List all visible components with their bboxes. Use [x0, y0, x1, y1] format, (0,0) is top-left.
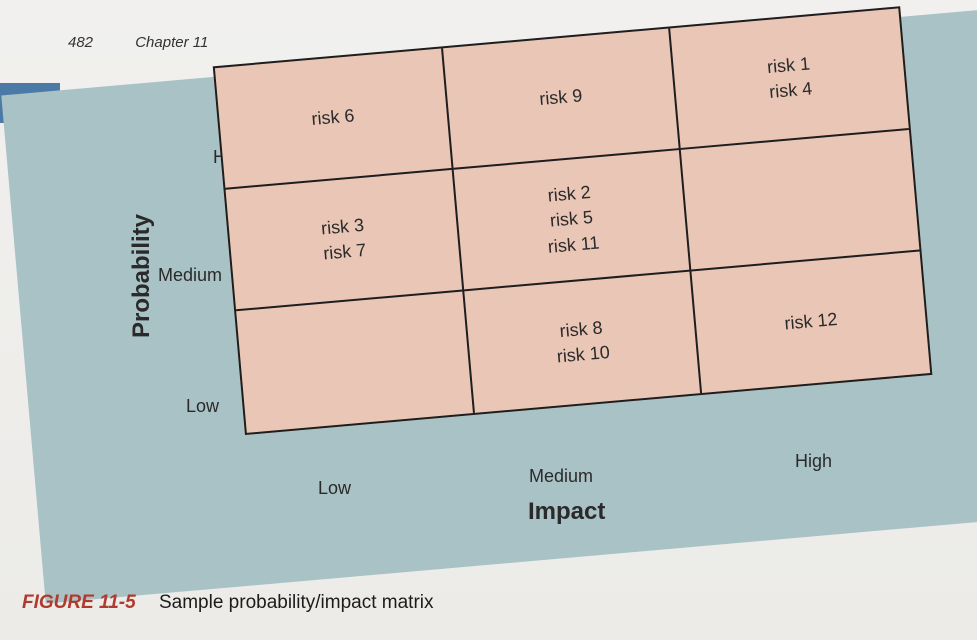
risk-label: risk 4	[768, 78, 813, 102]
matrix-cell	[681, 129, 920, 272]
figure-caption: FIGURE 11-5 Sample probability/impact ma…	[22, 592, 434, 614]
x-axis-title: Impact	[528, 498, 606, 525]
risk-label: risk 6	[310, 105, 356, 130]
matrix-cell: risk 1 risk 4	[670, 8, 909, 150]
y-level-medium: Medium	[158, 265, 223, 285]
matrix-cell: risk 12	[692, 252, 930, 393]
y-axis-title: Probability	[128, 213, 156, 339]
x-level-high: High	[795, 451, 833, 471]
matrix-cell: risk 9	[442, 28, 682, 170]
matrix-cell: risk 6	[214, 48, 454, 190]
risk-label: risk 10	[555, 341, 611, 367]
caption-text: Sample probability/impact matrix	[158, 592, 434, 613]
matrix-cell	[236, 291, 475, 433]
chapter-title: Chapter 11	[135, 34, 209, 51]
risk-label: risk 11	[546, 232, 601, 257]
cell-risk-list: risk 3 risk 7	[320, 213, 367, 267]
risk-label: risk 3	[320, 214, 365, 239]
risk-label: risk 1	[766, 53, 811, 77]
cell-risk-list: risk 6	[311, 104, 356, 133]
cell-risk-list: risk 8 risk 10	[554, 315, 611, 370]
page-header: 482 Chapter 11	[68, 34, 208, 51]
risk-label: risk 7	[322, 239, 368, 264]
probability-impact-matrix: risk 6 risk 9 risk 1 risk 4 risk 3 risk 7 risk…	[212, 6, 933, 435]
risk-label: risk 12	[783, 309, 839, 334]
x-level-medium: Medium	[529, 466, 594, 486]
matrix-cell: risk 2 risk 5 risk 11	[453, 149, 692, 292]
matrix-grid: risk 6 risk 9 risk 1 risk 4 risk 3 risk 7 risk…	[212, 6, 933, 435]
matrix-cell: risk 8 risk 10	[463, 271, 703, 413]
cell-risk-list: risk 12	[783, 307, 839, 337]
figure-label: FIGURE 11-5	[22, 592, 136, 613]
page-number: 482	[68, 34, 94, 51]
matrix-cell: risk 3 risk 7	[225, 169, 464, 312]
cell-risk-list: risk 2 risk 5 risk 11	[542, 180, 600, 260]
x-level-low: Low	[318, 478, 352, 498]
y-level-low: Low	[186, 396, 220, 416]
cell-risk-list: risk 1 risk 4	[766, 51, 813, 105]
risk-label: risk 9	[538, 85, 584, 110]
cell-risk-list: risk 9	[538, 84, 583, 113]
